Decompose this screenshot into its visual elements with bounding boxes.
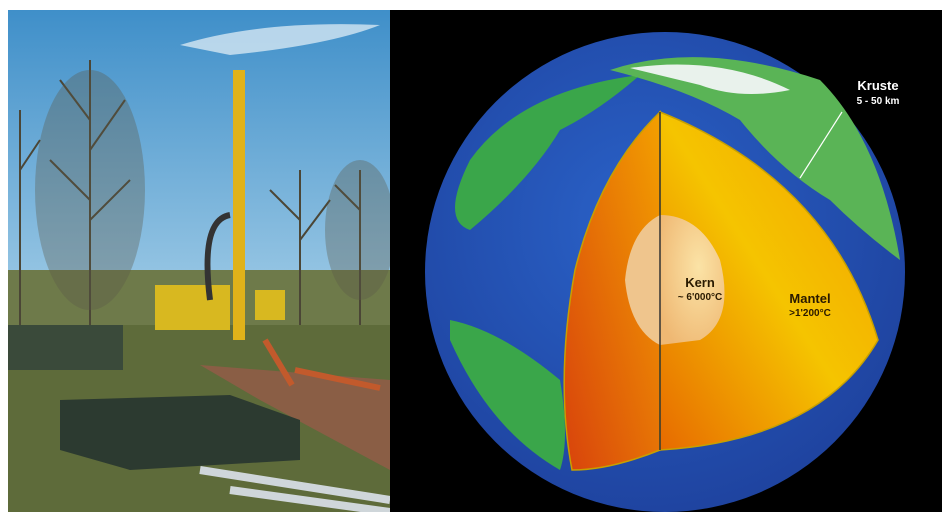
- earth: [425, 32, 905, 512]
- layer-name: Mantel: [789, 291, 830, 306]
- layer-detail: 5 - 50 km: [857, 96, 900, 107]
- layer-name: Kruste: [857, 78, 898, 93]
- layer-detail: >1'200°C: [789, 308, 831, 319]
- layer-name: Kern: [685, 275, 715, 290]
- layer-detail: ~ 6'000°C: [678, 292, 722, 303]
- drilling-photo: [8, 10, 395, 512]
